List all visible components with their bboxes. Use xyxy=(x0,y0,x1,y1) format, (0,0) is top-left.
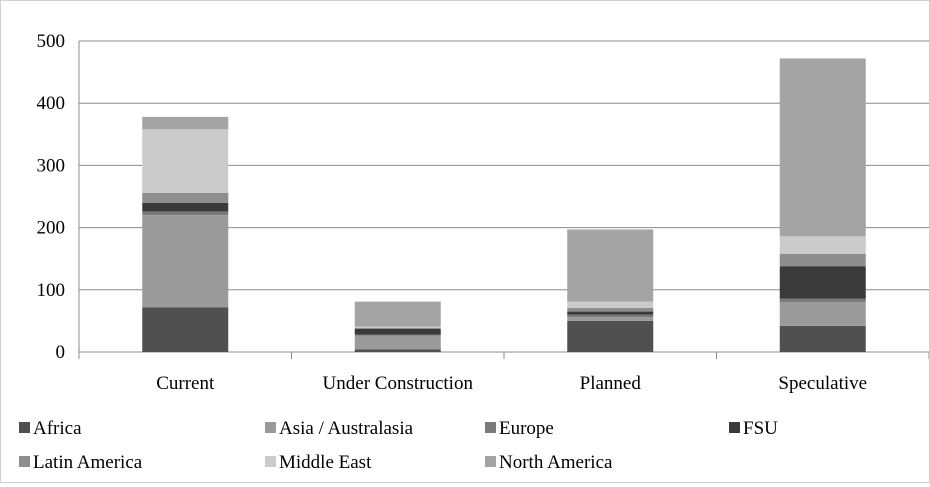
bar-segment-under-construction-middle-east xyxy=(354,326,441,328)
bar-segment-current-north-america xyxy=(142,116,229,130)
legend-label: Middle East xyxy=(279,452,372,473)
legend-swatch xyxy=(265,456,276,467)
category-label: Current xyxy=(156,373,215,394)
bar-segment-under-construction-latin-america xyxy=(354,327,441,329)
legend-swatch xyxy=(485,422,496,433)
legend-label: North America xyxy=(499,452,613,473)
y-tick-label: 200 xyxy=(37,218,66,239)
legend-label: Africa xyxy=(33,418,82,439)
bar-segment-under-construction-north-america xyxy=(354,301,441,327)
bar-segment-current-middle-east xyxy=(142,129,229,193)
bar-segment-current-asia-australasia xyxy=(142,215,229,308)
bar-segment-planned-latin-america xyxy=(567,307,654,312)
category-label: Planned xyxy=(580,373,642,394)
bar-segment-current-latin-america xyxy=(142,192,229,203)
bar-segment-speculative-middle-east xyxy=(779,236,866,254)
y-tick-label: 500 xyxy=(37,31,66,52)
bar-segment-speculative-fsu xyxy=(779,266,866,299)
category-label: Speculative xyxy=(778,373,867,394)
bar-segment-speculative-africa xyxy=(779,325,866,352)
category-label: Under Construction xyxy=(323,373,474,394)
bar-segment-speculative-north-america xyxy=(779,58,866,237)
bar-segment-under-construction-asia-australasia xyxy=(354,335,441,350)
bar-segment-planned-europe xyxy=(567,314,654,318)
bar-segment-speculative-europe xyxy=(779,298,866,303)
y-tick-label: 100 xyxy=(37,280,66,301)
legend-label: FSU xyxy=(743,418,778,439)
legend-label: Europe xyxy=(499,418,554,439)
bar-segment-planned-middle-east xyxy=(567,301,654,308)
legend-label: Latin America xyxy=(33,452,143,473)
y-tick-label: 400 xyxy=(37,93,66,114)
bar-segment-current-europe xyxy=(142,211,229,216)
bar-segment-speculative-asia-australasia xyxy=(779,302,866,326)
bar-segment-planned-fsu xyxy=(567,311,654,315)
legend-swatch xyxy=(729,422,740,433)
legend-swatch xyxy=(265,422,276,433)
y-tick-label: 300 xyxy=(37,155,66,176)
legend-swatch xyxy=(19,456,30,467)
bar-segment-planned-africa xyxy=(567,320,654,352)
y-tick-label: 0 xyxy=(56,342,66,363)
bar-segment-under-construction-europe xyxy=(354,334,441,336)
legend-label: Asia / Australasia xyxy=(279,418,414,439)
bar-segment-current-africa xyxy=(142,307,229,352)
legend-swatch xyxy=(19,422,30,433)
bar-segment-under-construction-fsu xyxy=(354,328,441,335)
bar-segment-speculative-latin-america xyxy=(779,253,866,267)
legend-swatch xyxy=(485,456,496,467)
bar-segment-planned-asia-australasia xyxy=(567,317,654,321)
bar-segment-current-fsu xyxy=(142,202,229,212)
bar-segment-under-construction-africa xyxy=(354,349,441,352)
bar-segment-planned-north-america xyxy=(567,229,654,302)
